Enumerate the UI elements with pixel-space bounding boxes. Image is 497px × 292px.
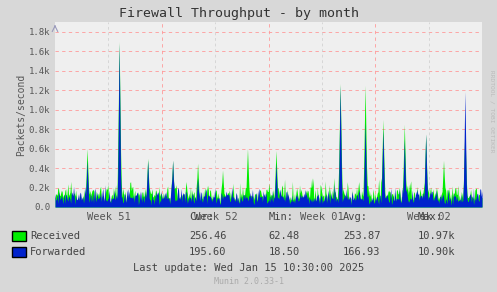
Text: Forwarded: Forwarded (30, 247, 86, 257)
Text: 62.48: 62.48 (268, 231, 300, 241)
Text: 10.97k: 10.97k (417, 231, 455, 241)
Text: Cur:: Cur: (189, 212, 214, 222)
Text: 253.87: 253.87 (343, 231, 380, 241)
Text: 166.93: 166.93 (343, 247, 380, 257)
Text: RRDTOOL / TOBI OETIKER: RRDTOOL / TOBI OETIKER (490, 70, 495, 152)
Text: 10.90k: 10.90k (417, 247, 455, 257)
Text: Avg:: Avg: (343, 212, 368, 222)
Text: Max:: Max: (417, 212, 442, 222)
Text: Min:: Min: (268, 212, 293, 222)
Text: 195.60: 195.60 (189, 247, 226, 257)
Text: Last update: Wed Jan 15 10:30:00 2025: Last update: Wed Jan 15 10:30:00 2025 (133, 263, 364, 273)
Text: Munin 2.0.33-1: Munin 2.0.33-1 (214, 277, 283, 286)
Text: 18.50: 18.50 (268, 247, 300, 257)
Text: 256.46: 256.46 (189, 231, 226, 241)
Y-axis label: Packets/second: Packets/second (16, 73, 26, 156)
Text: Firewall Throughput - by month: Firewall Throughput - by month (119, 7, 358, 20)
Text: Received: Received (30, 231, 80, 241)
